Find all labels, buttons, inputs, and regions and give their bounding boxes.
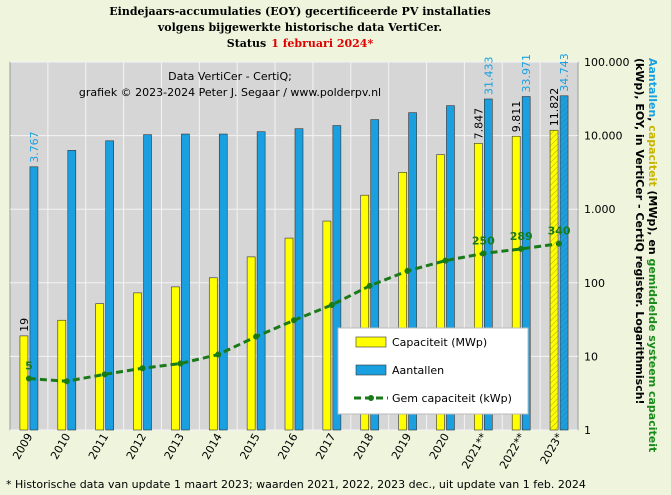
bar [360,194,370,431]
chart-title: volgens bijgewerkte historische data Ver… [157,21,442,34]
y-axis-label-part: capaciteit [646,125,659,186]
chart-title: Eindejaars-accumulaties (EOY) gecertific… [109,5,490,18]
y-tick-label: 1.000 [584,203,616,216]
value-label: 33.971 [520,54,533,93]
bar [57,319,67,431]
value-label: 19 [18,318,31,332]
y-tick-label: 10.000 [584,130,623,143]
value-label: 34.743 [558,53,571,92]
bar [446,105,455,431]
bar [246,256,256,431]
legend-swatch [355,336,387,348]
bar [294,128,304,431]
line-point [518,245,525,252]
legend-label: Capaciteit (MWp) [392,336,487,349]
annotation: Data VertiCer - CertiQ; [168,70,292,83]
bar [322,220,332,431]
bar [143,134,152,431]
bar [171,286,180,431]
bar [398,172,407,431]
bar [484,98,493,431]
bar-hatch [550,130,559,430]
bar [181,133,190,431]
value-label: 289 [510,230,533,243]
annotation: grafiek © 2023-2024 Peter J. Segaar / ww… [79,86,381,99]
legend-label: Gem capaciteit (kWp) [392,392,512,405]
line-point [291,317,297,324]
line-point [139,365,146,372]
bar [105,140,114,431]
value-label: 9.811 [510,101,523,133]
line-point [366,282,373,289]
legend-swatch-point [368,395,374,401]
bar [19,335,29,431]
bar [332,125,342,431]
bar [256,131,266,431]
y-tick-label: 100.000 [584,56,630,69]
y-axis-label-part: (kWp), EOY, in VertiCer - CertiQ registe… [633,58,646,405]
line-point [177,360,184,367]
line-point [480,250,487,257]
bar [29,166,39,431]
y-axis-label: Aantallen, capaciteit (MWp), en gemiddel… [646,58,659,452]
y-axis-label-part: (MWp), en [646,187,659,259]
bar [436,154,445,431]
y-axis-label: (kWp), EOY, in VertiCer - CertiQ registe… [633,58,646,405]
status-prefix: Status [227,37,266,50]
line-point [253,333,260,340]
line-point [404,267,411,274]
bar [218,133,228,431]
y-axis-label-part: Aantallen [646,58,659,117]
y-tick-label: 1 [584,424,591,437]
chart-status: Status 1 februari 2024* [227,37,374,50]
footnote: * Historische data van update 1 maart 20… [6,478,586,491]
bar [370,119,380,431]
line-point [63,378,70,385]
line-point [215,351,222,358]
y-axis-label-part: , [646,117,659,125]
bar [67,150,77,431]
line-point [442,257,449,264]
line-point [25,375,32,382]
value-label: 31.433 [482,56,495,95]
value-label: 3.767 [28,131,41,163]
value-label: 340 [548,225,571,238]
bar [521,96,531,431]
line-point [556,240,563,247]
bar [511,135,521,431]
line-point [101,371,108,378]
bar-hatch [560,95,569,430]
y-tick-label: 100 [584,277,605,290]
bar [133,292,142,431]
y-tick-label: 10 [584,350,598,363]
value-label: 11.822 [548,88,561,127]
legend-label: Aantallen [392,364,444,377]
bar [474,143,483,431]
line-point [328,301,335,308]
legend-swatch [355,364,387,376]
y-axis-label-part: gemiddelde systeem capaciteit [646,259,659,453]
bar [284,237,294,431]
value-label: 5 [25,360,33,373]
bar [95,303,104,431]
value-label: 7.847 [472,108,485,140]
status-date: 1 februari 2024* [271,37,373,50]
value-label: 250 [472,235,495,248]
